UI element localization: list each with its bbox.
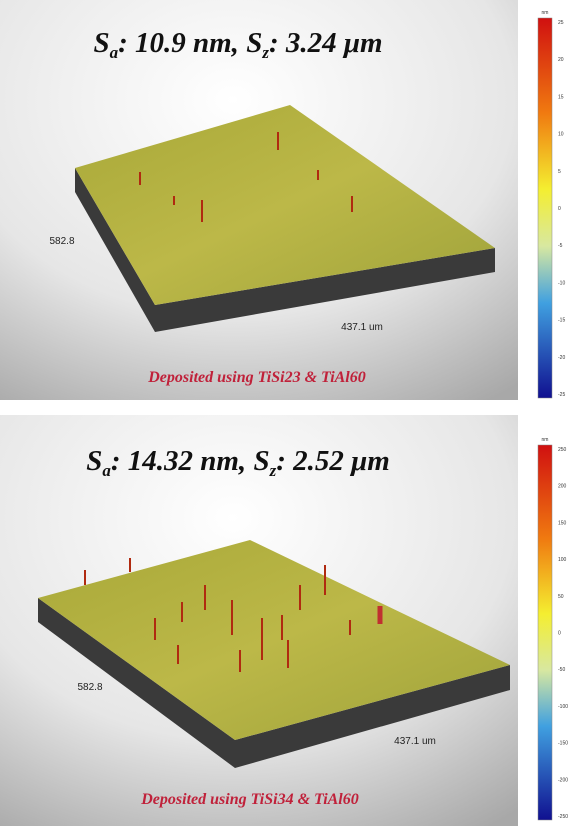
colorbar-unit: nm [542, 10, 549, 16]
colorbar-tick-label: -20 [558, 355, 565, 361]
colorbar-tick-label: -200 [558, 777, 568, 783]
colorbar-tick-label: -100 [558, 704, 568, 710]
colorbar-unit: nm [542, 437, 549, 443]
colorbar-tick-label: 0 [558, 206, 561, 212]
colorbar-tick-label: -15 [558, 318, 565, 324]
colorbar-tick-label: 50 [558, 594, 564, 600]
colorbar-tick-label: 25 [558, 20, 564, 26]
colorbar-tick-label: 5 [558, 169, 561, 175]
colorbar-tick-label: -150 [558, 741, 568, 747]
colorbar-tick-label: 100 [558, 557, 567, 563]
panel-title: Sa: 14.32 nm, Sz: 2.52 μm [86, 445, 390, 480]
y-label: 437.1 um [341, 322, 383, 333]
colorbar-tick-label: -10 [558, 280, 565, 286]
x-label: 582.8 [49, 236, 74, 247]
title-part: : 14.32 nm, [111, 445, 254, 477]
title-part: S [253, 445, 269, 477]
figure: Sa: 10.9 nm, Sz: 3.24 μm 582.8 437.1 um … [0, 0, 582, 826]
colorbar-tick-label: 250 [558, 447, 567, 453]
title-part: : 2.52 μm [276, 445, 390, 477]
colorbar [538, 445, 552, 820]
title-part: S [86, 445, 102, 477]
colorbar-tick-label: -25 [558, 392, 565, 398]
colorbar-tick-label: 15 [558, 94, 564, 100]
y-label: 437.1 um [394, 736, 436, 747]
panel-title: Sa: 10.9 nm, Sz: 3.24 μm [93, 27, 382, 62]
title-part: S [93, 27, 109, 59]
caption: Deposited using TiSi34 & TiAl60 [140, 791, 359, 808]
colorbar-tick-label: -250 [558, 814, 568, 820]
x-label: 582.8 [77, 682, 102, 693]
colorbar-tick-label: -5 [558, 243, 563, 249]
colorbar [538, 18, 552, 398]
colorbar-tick-label: 0 [558, 631, 561, 637]
title-part: : 10.9 nm, [118, 27, 246, 59]
colorbar-tick-label: 200 [558, 484, 567, 490]
colorbar-tick-label: 10 [558, 132, 564, 138]
colorbar-tick-label: -50 [558, 667, 565, 673]
colorbar-tick-label: 150 [558, 520, 567, 526]
caption: Deposited using TiSi23 & TiAl60 [147, 369, 366, 386]
panel: Sa: 10.9 nm, Sz: 3.24 μm 582.8 437.1 um … [0, 0, 565, 400]
title-part: S [246, 27, 262, 59]
colorbar-tick-label: 20 [558, 57, 564, 63]
panel: Sa: 14.32 nm, Sz: 2.52 μm 582.8 437.1 um… [0, 415, 568, 826]
title-part: : 3.24 μm [269, 27, 383, 59]
